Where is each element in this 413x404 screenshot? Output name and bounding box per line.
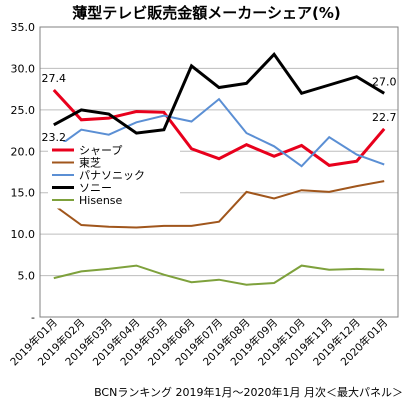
legend-label: Hisense [79, 194, 123, 207]
legend-label: ソニー [79, 182, 112, 195]
y-tick-label: 25.0 [11, 104, 36, 117]
data-label: 22.7 [372, 111, 397, 124]
data-label: 27.0 [372, 75, 397, 88]
y-tick-label: 10.0 [11, 228, 36, 241]
data-label: 27.4 [42, 72, 67, 85]
y-tick-label: 15.0 [11, 187, 36, 200]
plot-area [39, 26, 399, 318]
chart-title: 薄型テレビ販売金額メーカーシェア(%) [72, 4, 341, 22]
y-tick-label: - [31, 311, 35, 324]
legend-label: パナソニック [79, 169, 145, 182]
y-tick-label: 35.0 [11, 21, 36, 34]
series-line [53, 51, 385, 135]
legend-label: シャープ [79, 144, 122, 157]
y-tick-label: 20.0 [11, 145, 36, 158]
data-label: 23.2 [42, 131, 67, 144]
source-note: BCNランキング 2019年1月～2020年1月 月次＜最大パネル＞ [94, 386, 403, 399]
y-tick-label: 30.0 [11, 62, 36, 75]
y-tick-label: 5.0 [18, 270, 36, 283]
legend-label: 東芝 [79, 157, 101, 170]
